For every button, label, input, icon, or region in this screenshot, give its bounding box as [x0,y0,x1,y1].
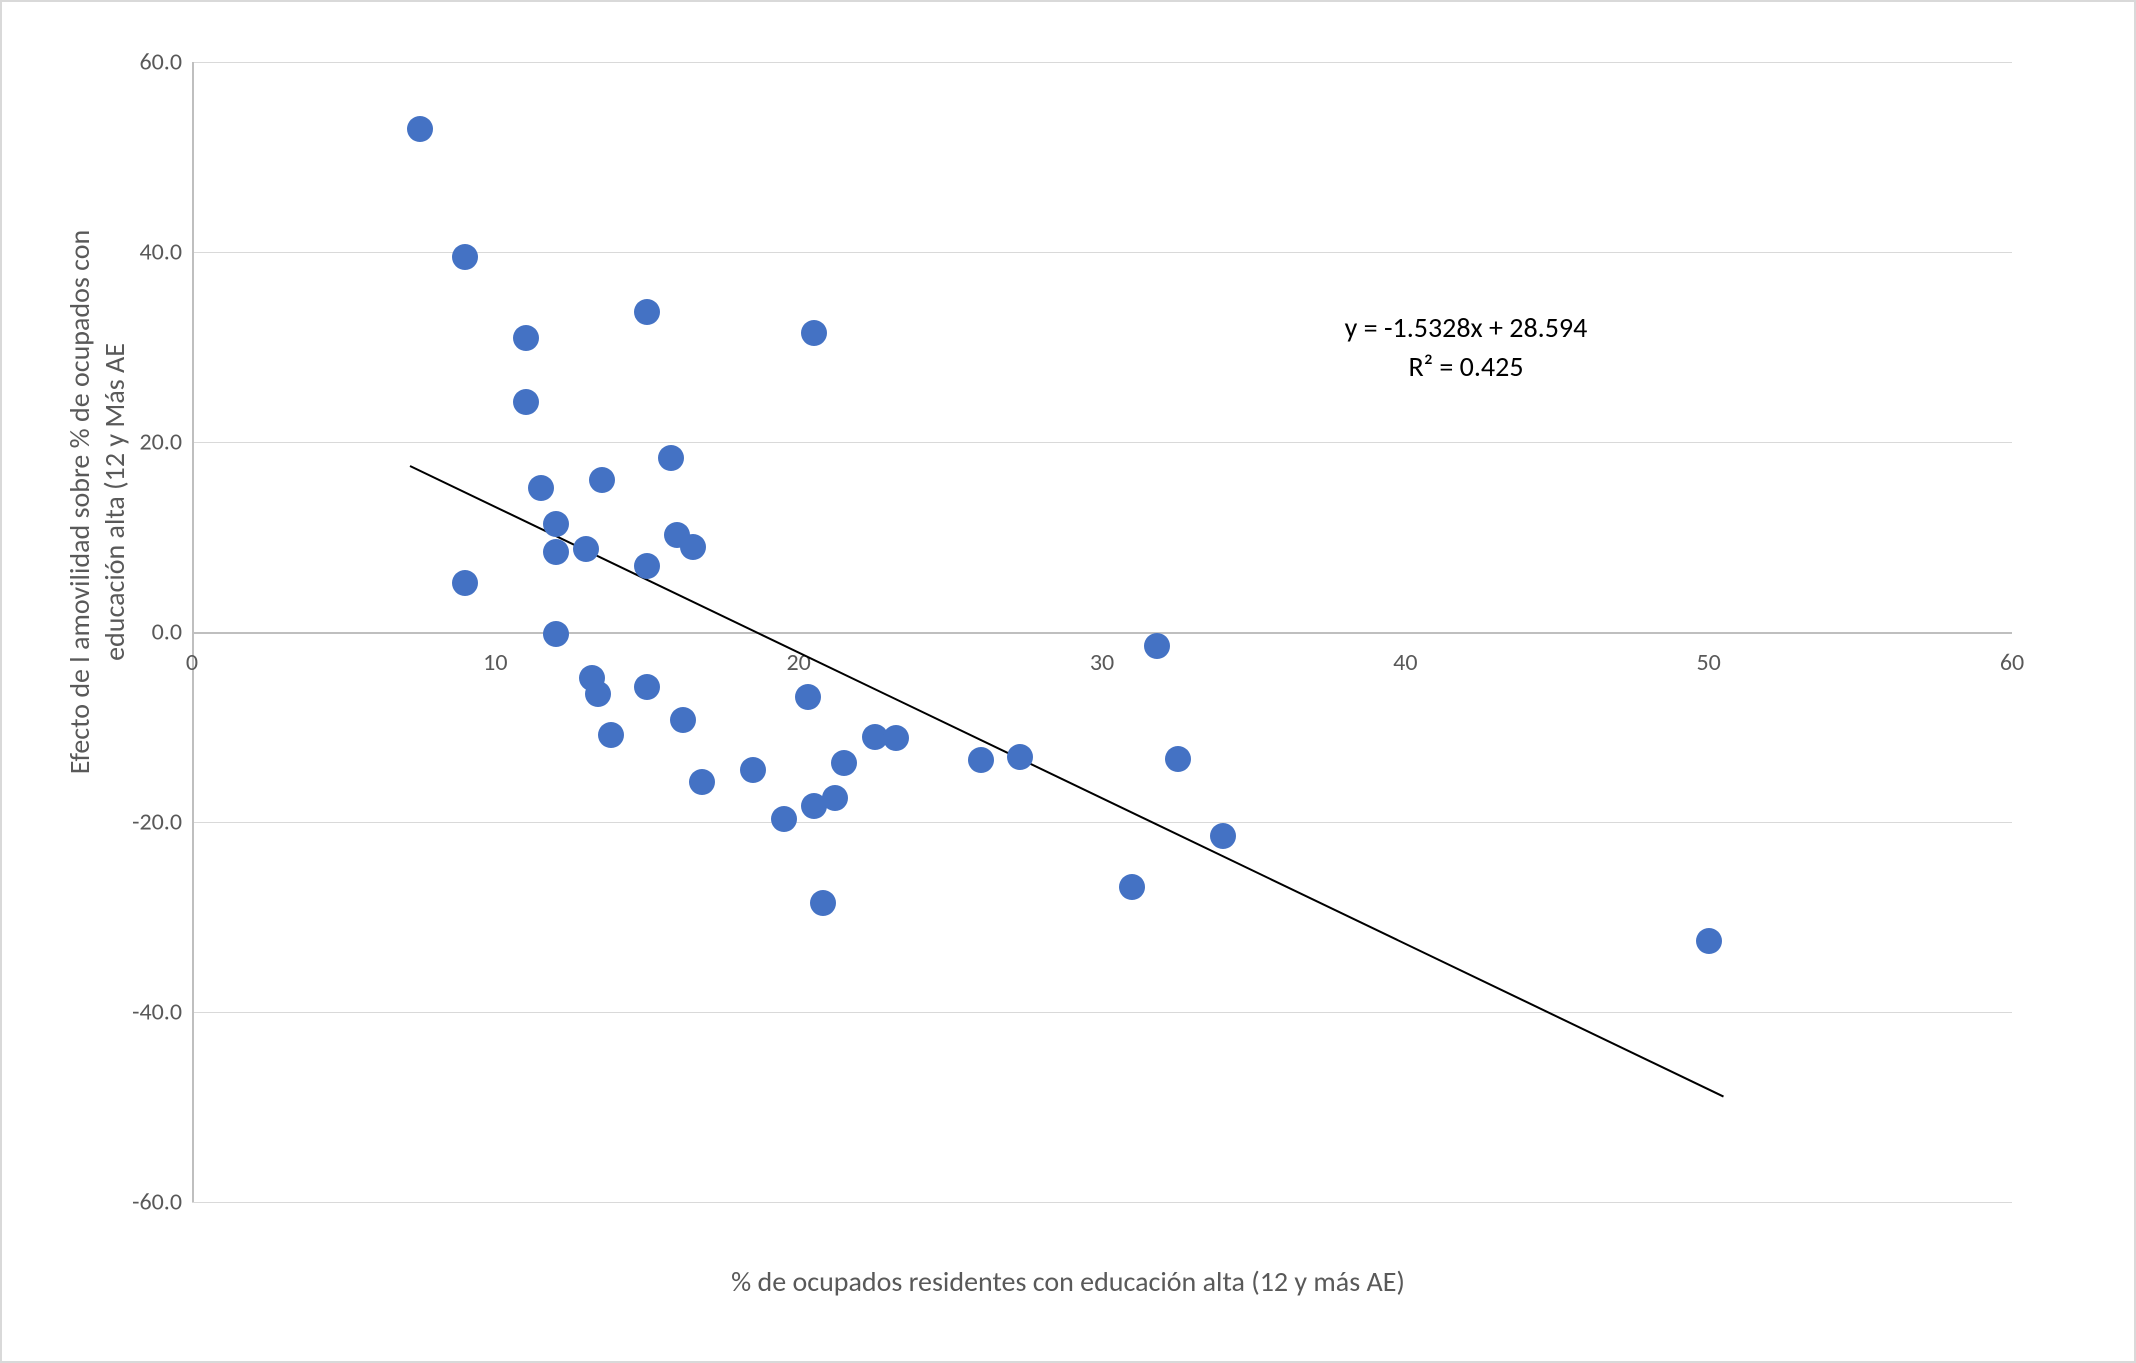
chart-container: -60.0-40.0-20.00.020.040.060.00102030405… [0,0,2136,1363]
scatter-point [452,244,478,270]
regression-annotation: y = -1.5328x + 28.594R² = 0.425 [1345,308,1588,386]
scatter-point [407,116,433,142]
scatter-point [883,725,909,751]
scatter-point [740,757,766,783]
trendline [410,465,1724,1097]
gridline [192,1012,2012,1013]
scatter-point [589,467,615,493]
gridline [192,1202,2012,1203]
gridline [192,822,2012,823]
scatter-point [1007,744,1033,770]
xtick-label: 0 [186,640,198,677]
scatter-point [771,806,797,832]
scatter-point [543,621,569,647]
scatter-point [452,570,478,596]
scatter-point [513,325,539,351]
scatter-point [658,445,684,471]
ytick-label: 40.0 [139,238,192,267]
scatter-point [1165,746,1191,772]
plot-area: -60.0-40.0-20.00.020.040.060.00102030405… [192,62,2012,1202]
ytick-label: 20.0 [139,428,192,457]
scatter-point [573,536,599,562]
xtick-label: 30 [1090,640,1114,677]
scatter-point [822,785,848,811]
scatter-point [585,681,611,707]
scatter-point [528,475,554,501]
annotation-equation: y = -1.5328x + 28.594 [1345,308,1588,347]
scatter-point [513,389,539,415]
scatter-point [680,534,706,560]
scatter-point [831,750,857,776]
xtick-label: 60 [2000,640,2024,677]
y-axis-label-line2: educación alta (12 y Más AE [97,343,132,661]
scatter-point [795,684,821,710]
scatter-point [810,890,836,916]
gridline [192,442,2012,443]
scatter-point [634,299,660,325]
scatter-point [634,553,660,579]
scatter-point [968,747,994,773]
x-axis-line [192,632,2012,634]
scatter-point [689,769,715,795]
scatter-point [670,707,696,733]
y-axis-line [192,62,194,1202]
scatter-point [1144,633,1170,659]
y-axis-label-line1: Efecto de l amovilidad sobre % de ocupad… [62,230,97,775]
xtick-label: 10 [483,640,507,677]
scatter-point [1119,874,1145,900]
scatter-point [801,320,827,346]
ytick-label: 60.0 [139,48,192,77]
xtick-label: 20 [786,640,810,677]
ytick-label: -20.0 [132,808,192,837]
gridline [192,62,2012,63]
y-axis-label: Efecto de l amovilidad sobre % de ocupad… [62,52,132,952]
annotation-r2: R² = 0.425 [1345,347,1588,386]
scatter-point [598,722,624,748]
scatter-point [1210,823,1236,849]
scatter-point [634,674,660,700]
scatter-point [543,511,569,537]
xtick-label: 40 [1393,640,1417,677]
scatter-point [1696,928,1722,954]
x-axis-label: % de ocupados residentes con educación a… [731,1264,1405,1299]
ytick-label: -40.0 [132,998,192,1027]
ytick-label: -60.0 [132,1188,192,1217]
scatter-point [543,539,569,565]
xtick-label: 50 [1696,640,1720,677]
